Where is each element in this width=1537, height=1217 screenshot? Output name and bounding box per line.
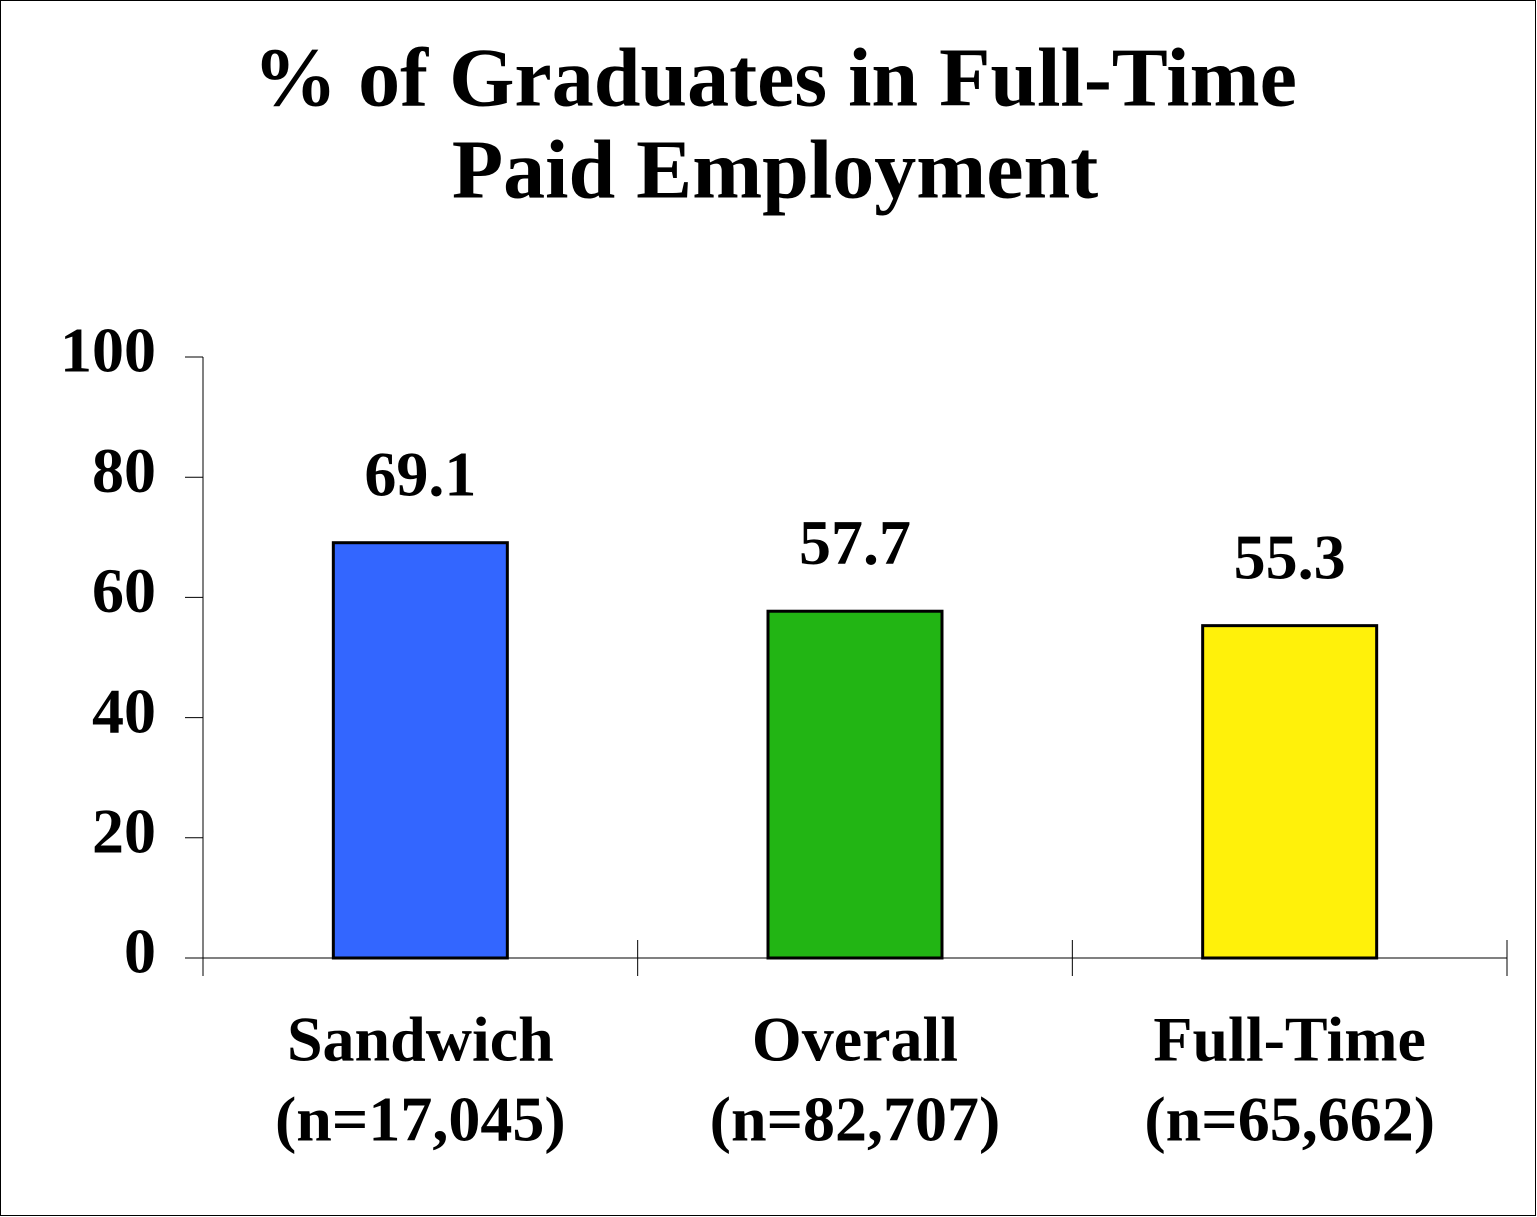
x-tick-label: Overall <box>752 1004 958 1075</box>
bar <box>331 541 509 960</box>
bar <box>1201 624 1379 960</box>
y-tick-label: 0 <box>124 916 156 987</box>
value-label: 55.3 <box>1234 521 1346 592</box>
x-tick-label: Full-Time <box>1153 1004 1426 1075</box>
x-tick-label: Sandwich <box>287 1004 554 1075</box>
y-tick-label: 100 <box>60 315 156 386</box>
y-tick-label: 80 <box>92 435 156 506</box>
y-tick-label: 20 <box>92 795 156 866</box>
x-tick-label: (n=17,045) <box>275 1084 566 1155</box>
chart-title: Paid Employment <box>452 123 1098 216</box>
value-label: 57.7 <box>799 507 911 578</box>
y-tick-label: 60 <box>92 555 156 626</box>
value-label: 69.1 <box>364 438 476 509</box>
x-tick-label: (n=65,662) <box>1144 1084 1435 1155</box>
x-tick-label: (n=82,707) <box>710 1084 1001 1155</box>
bar <box>766 609 944 960</box>
y-tick-label: 40 <box>92 675 156 746</box>
chart-title: % of Graduates in Full-Time <box>253 31 1297 124</box>
